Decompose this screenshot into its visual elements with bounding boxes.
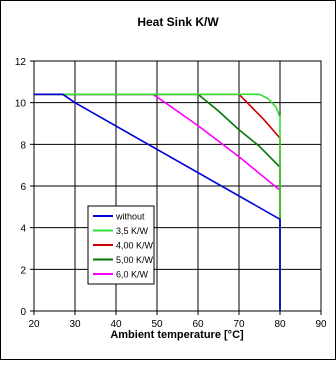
y-tick-label: 8 [20, 140, 26, 151]
legend-label: 4,00 K/W [116, 241, 154, 251]
y-tick-label: 2 [20, 265, 26, 276]
y-tick-label: 12 [15, 57, 27, 68]
legend-label: without [115, 212, 145, 222]
x-tick-label: 30 [69, 319, 81, 330]
x-tick-label: 70 [233, 319, 245, 330]
series-lines [34, 93, 281, 311]
series-line [34, 93, 281, 311]
y-tick-label: 4 [20, 224, 26, 235]
x-tick-label: 40 [110, 319, 122, 330]
x-tick-label: 20 [28, 319, 40, 330]
y-tick-label: 0 [20, 307, 26, 318]
x-tick-label: 50 [151, 319, 163, 330]
legend-label: 6,0 K/W [116, 270, 149, 280]
legend-label: 3,5 K/W [116, 226, 149, 236]
y-tick-label: 6 [20, 182, 26, 193]
x-tick-label: 90 [315, 319, 327, 330]
x-tick-label: 80 [274, 319, 286, 330]
series-line [34, 93, 281, 311]
x-tick-label: 60 [192, 319, 204, 330]
legend: without 3,5 K/W 4,00 K/W 5,00 K/W 6,0 K/W [87, 205, 155, 285]
tick-labels: 0 2 4 6 8 10 12 20 30 40 50 60 70 80 90 [15, 57, 327, 330]
legend-label: 5,00 K/W [116, 255, 154, 265]
y-tick-label: 10 [15, 99, 27, 110]
chart-title: Heat Sink K/W [137, 15, 219, 29]
x-axis-label: Ambient temperature [°C] [110, 329, 244, 341]
